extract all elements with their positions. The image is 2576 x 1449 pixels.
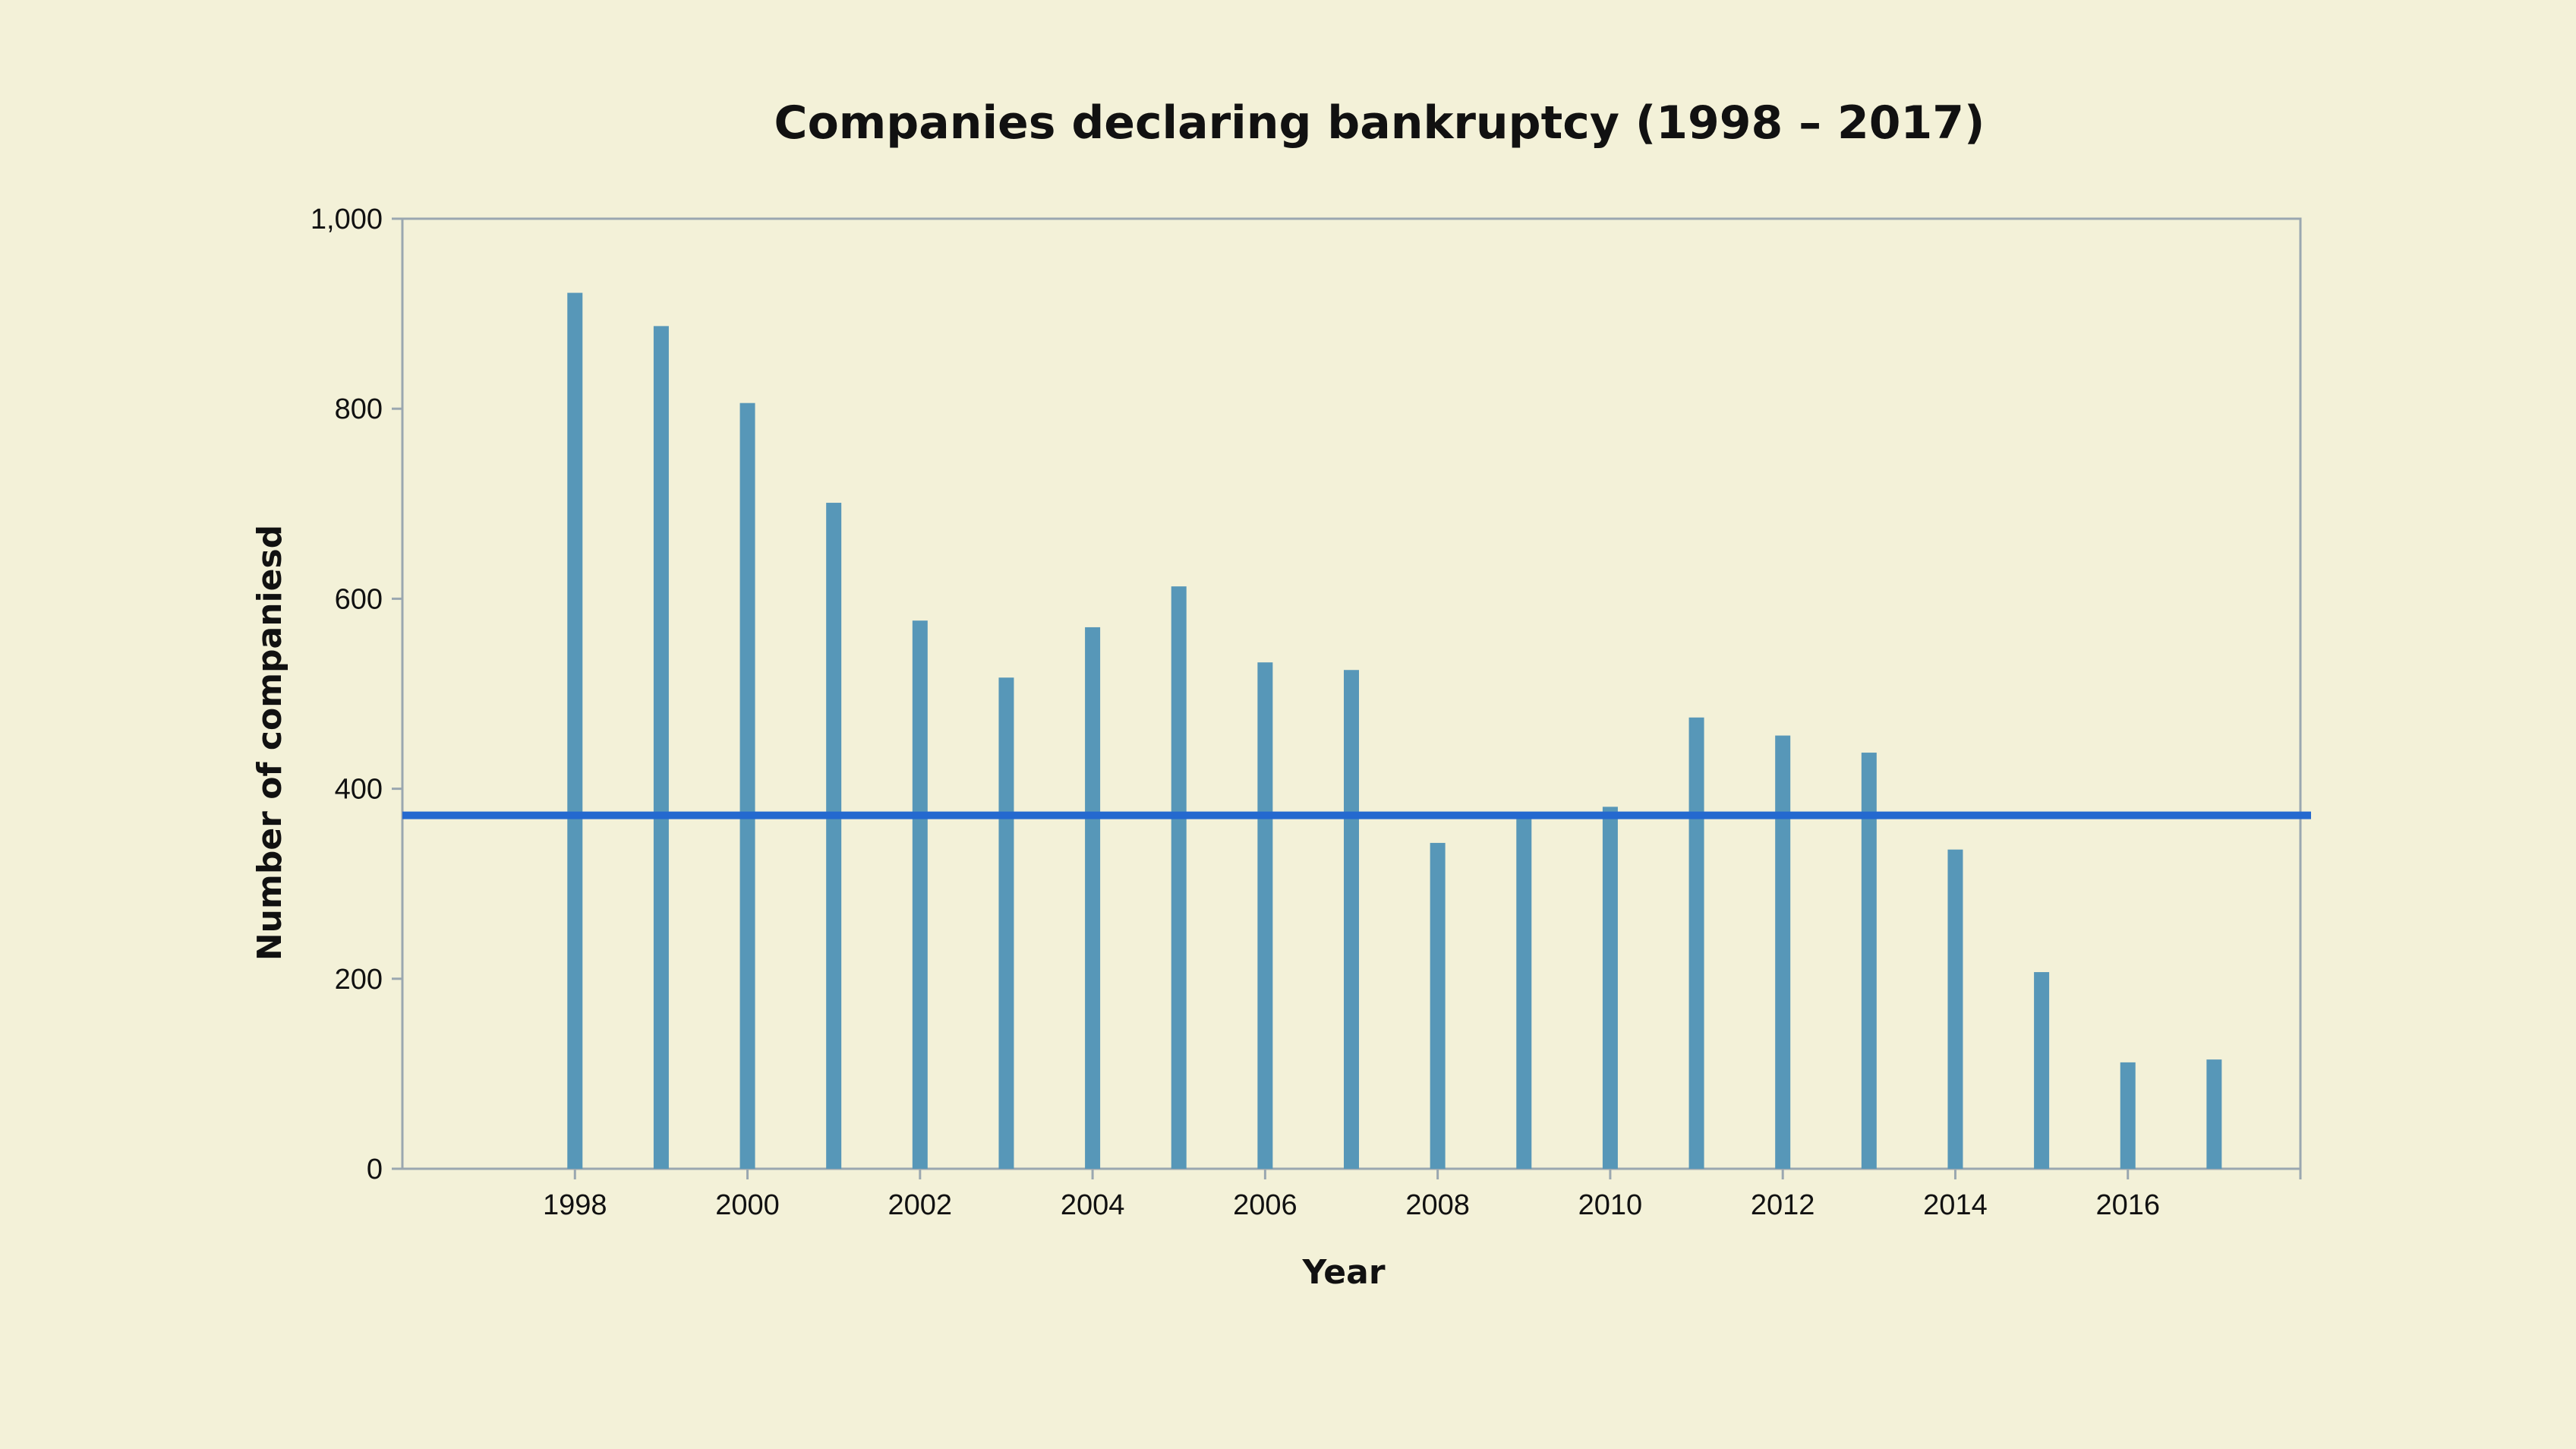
x-axis-title: Year	[1301, 1253, 1385, 1292]
x-tick-label: 2016	[2095, 1189, 2160, 1221]
x-tick-label: 2010	[1578, 1189, 1643, 1221]
bar-2002	[912, 620, 928, 1169]
bar-2000	[739, 402, 755, 1169]
bar-2003	[998, 677, 1014, 1169]
x-tick-label: 2012	[1751, 1189, 1815, 1221]
bar-2012	[1775, 735, 1791, 1169]
bar-2007	[1344, 670, 1359, 1169]
bar-2014	[1947, 849, 1963, 1169]
bar-1998	[567, 292, 583, 1169]
y-axis-title: Number of companiesd	[251, 525, 289, 961]
y-tick-label: 200	[335, 964, 383, 996]
bar-2010	[1602, 807, 1618, 1169]
bar-series	[567, 292, 2222, 1169]
x-tick-label: 1998	[543, 1189, 607, 1221]
bar-2009	[1516, 815, 1532, 1169]
bar-2011	[1688, 717, 1704, 1169]
bar-2017	[2206, 1059, 2222, 1169]
x-tick-label: 2008	[1405, 1189, 1470, 1221]
y-tick-label: 0	[367, 1154, 383, 1185]
bar-1999	[653, 326, 669, 1169]
bar-2006	[1257, 662, 1273, 1169]
x-tick-label: 2002	[888, 1189, 953, 1221]
bar-2008	[1430, 842, 1446, 1169]
x-tick-label: 2014	[1923, 1189, 1988, 1221]
y-tick-label: 600	[335, 583, 383, 615]
bar-2005	[1171, 586, 1187, 1169]
y-tick-label: 1,000	[311, 204, 383, 235]
x-tick-label: 2006	[1233, 1189, 1297, 1221]
bar-2013	[1861, 753, 1877, 1169]
x-tick-label: 2004	[1061, 1189, 1125, 1221]
bar-2004	[1085, 627, 1101, 1169]
bar-2016	[2120, 1062, 2136, 1169]
y-tick-label: 400	[335, 774, 383, 806]
chart-title: Companies declaring bankruptcy (1998 – 2…	[774, 96, 1985, 150]
y-tick-label: 800	[335, 393, 383, 425]
y-axis-ticks: 0 200 400 600 800 1,000	[311, 204, 402, 1185]
bar-2001	[826, 503, 842, 1169]
x-axis-ticks: 1998 2000 2002 2004 2006 2008 2010 2012 2014 2016	[543, 1169, 2302, 1221]
x-tick-label: 2000	[715, 1189, 780, 1221]
bar-2015	[2034, 972, 2050, 1169]
